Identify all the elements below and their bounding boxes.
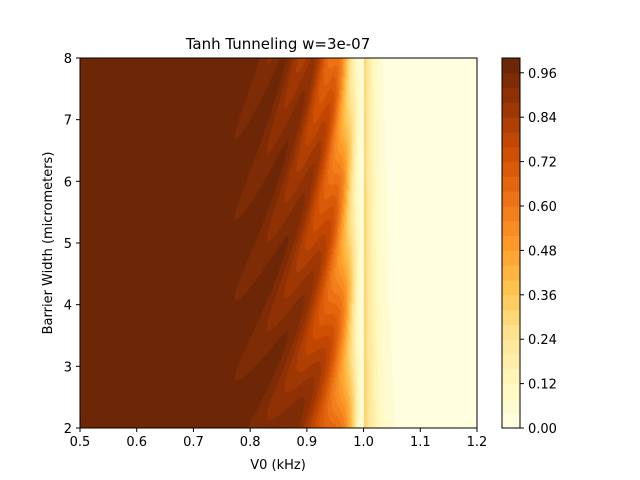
colorbar-level <box>502 235 520 251</box>
colorbar-level <box>502 339 520 355</box>
colorbar-frame <box>501 57 521 429</box>
colorbar-tick-label: 0.24 <box>528 333 557 348</box>
colorbar-level <box>502 280 520 296</box>
colorbar-level <box>502 250 520 266</box>
colorbar-tick-label: 0.84 <box>528 111 557 126</box>
x-tick-label: 0.9 <box>297 435 318 450</box>
y-tick-label: 7 <box>64 114 72 129</box>
colorbar-tick-label: 0.00 <box>528 422 557 437</box>
colorbar-tick-label: 0.96 <box>528 67 557 82</box>
y-tick-label: 3 <box>64 360 72 375</box>
heatmap-image <box>80 58 477 428</box>
colorbar-level <box>502 87 520 103</box>
y-axis: 2 3 4 5 6 7 8 <box>64 52 80 437</box>
chart-title: Tanh Tunneling w=3e-07 <box>185 35 371 53</box>
y-tick-label: 6 <box>64 175 72 190</box>
colorbar-level <box>502 354 520 370</box>
x-tick-label: 1.0 <box>353 435 374 450</box>
x-axis-label: V0 (kHz) <box>250 458 306 473</box>
x-tick-label: 0.8 <box>240 435 261 450</box>
colorbar-level <box>502 368 520 385</box>
colorbar-level <box>502 383 520 399</box>
colorbar-tick-label: 0.60 <box>528 200 557 215</box>
y-tick-label: 2 <box>64 422 72 437</box>
y-tick-label: 8 <box>64 52 72 67</box>
y-tick-label: 5 <box>64 237 72 252</box>
colorbar-level <box>502 132 520 148</box>
plot-area <box>79 57 478 429</box>
colorbar-level <box>502 294 520 311</box>
colorbar-level <box>502 117 520 133</box>
colorbar-tick-label: 0.72 <box>528 156 557 171</box>
colorbar-tick-label: 0.48 <box>528 244 557 259</box>
colorbar-level <box>502 58 520 74</box>
y-axis-label: Barrier Width (micrometers) <box>41 152 56 335</box>
colorbar-level <box>502 146 520 163</box>
colorbar-tick-label: 0.12 <box>528 378 557 393</box>
colorbar-tick-label: 0.36 <box>528 289 557 304</box>
colorbar-level <box>502 220 520 237</box>
colorbar-level <box>502 309 520 325</box>
x-tick-label: 0.6 <box>126 435 147 450</box>
colorbar-level <box>502 413 520 429</box>
colorbar-level <box>502 206 520 222</box>
x-tick-label: 1.2 <box>467 435 488 450</box>
colorbar-level <box>502 324 520 340</box>
x-tick-label: 0.5 <box>70 435 91 450</box>
colorbar: 0.00 0.12 0.24 0.36 0.48 0.60 0.72 0.84 0.96 <box>501 57 557 437</box>
colorbar-level <box>502 398 520 414</box>
x-axis: 0.5 0.6 0.7 0.8 0.9 1.0 1.1 1.2 <box>70 428 488 450</box>
colorbar-level <box>502 265 520 281</box>
colorbar-level <box>502 191 520 207</box>
colorbar-level <box>502 176 520 192</box>
colorbar-level <box>502 161 520 177</box>
y-tick-label: 4 <box>64 299 72 314</box>
colorbar-level <box>502 72 520 89</box>
x-tick-label: 0.7 <box>183 435 204 450</box>
colorbar-level <box>502 102 520 118</box>
x-tick-label: 1.1 <box>410 435 431 450</box>
